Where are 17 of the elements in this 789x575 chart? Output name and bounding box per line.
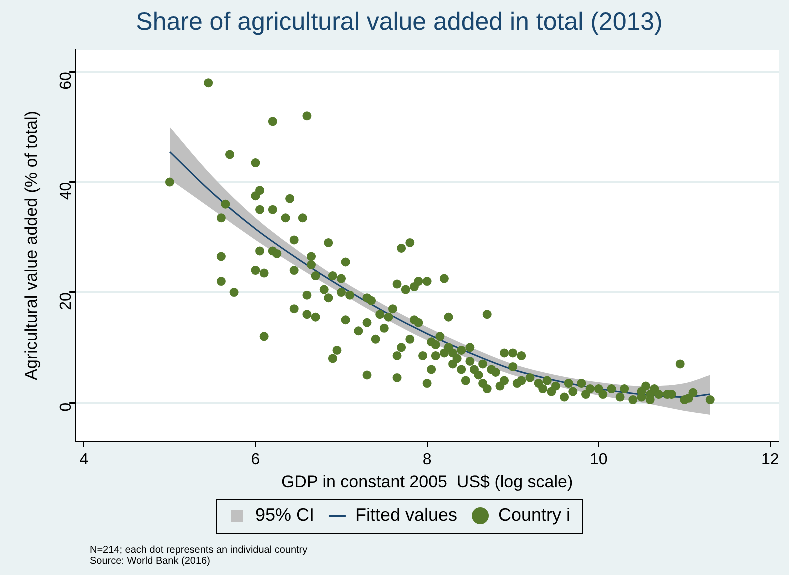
chart-title: Share of agricultural value added in total (2013) xyxy=(136,8,663,36)
y-tick-label: 60 xyxy=(58,72,76,90)
legend-label: Country i xyxy=(498,504,571,525)
x-axis-title: GDP in constant 2005 US$ (log scale) xyxy=(281,472,574,492)
legend-label: Fitted values xyxy=(355,504,458,525)
x-tick-label: 4 xyxy=(80,451,89,468)
y-tick-label: 0 xyxy=(58,402,76,412)
x-tick-label: 6 xyxy=(251,451,260,468)
legend-label: 95% CI xyxy=(255,504,314,525)
y-tick-label: 20 xyxy=(58,292,76,310)
y-axis-title: Agricultural value added (% of total) xyxy=(22,111,41,380)
source-note: Source: World Bank (2016) xyxy=(90,556,210,567)
x-tick-label: 10 xyxy=(590,451,608,468)
x-tick-label: 12 xyxy=(762,451,780,468)
text: N=214; each dot represents an individual country xyxy=(90,545,308,556)
x-tick-label: 8 xyxy=(422,451,432,468)
y-tick-label: 40 xyxy=(58,182,76,200)
